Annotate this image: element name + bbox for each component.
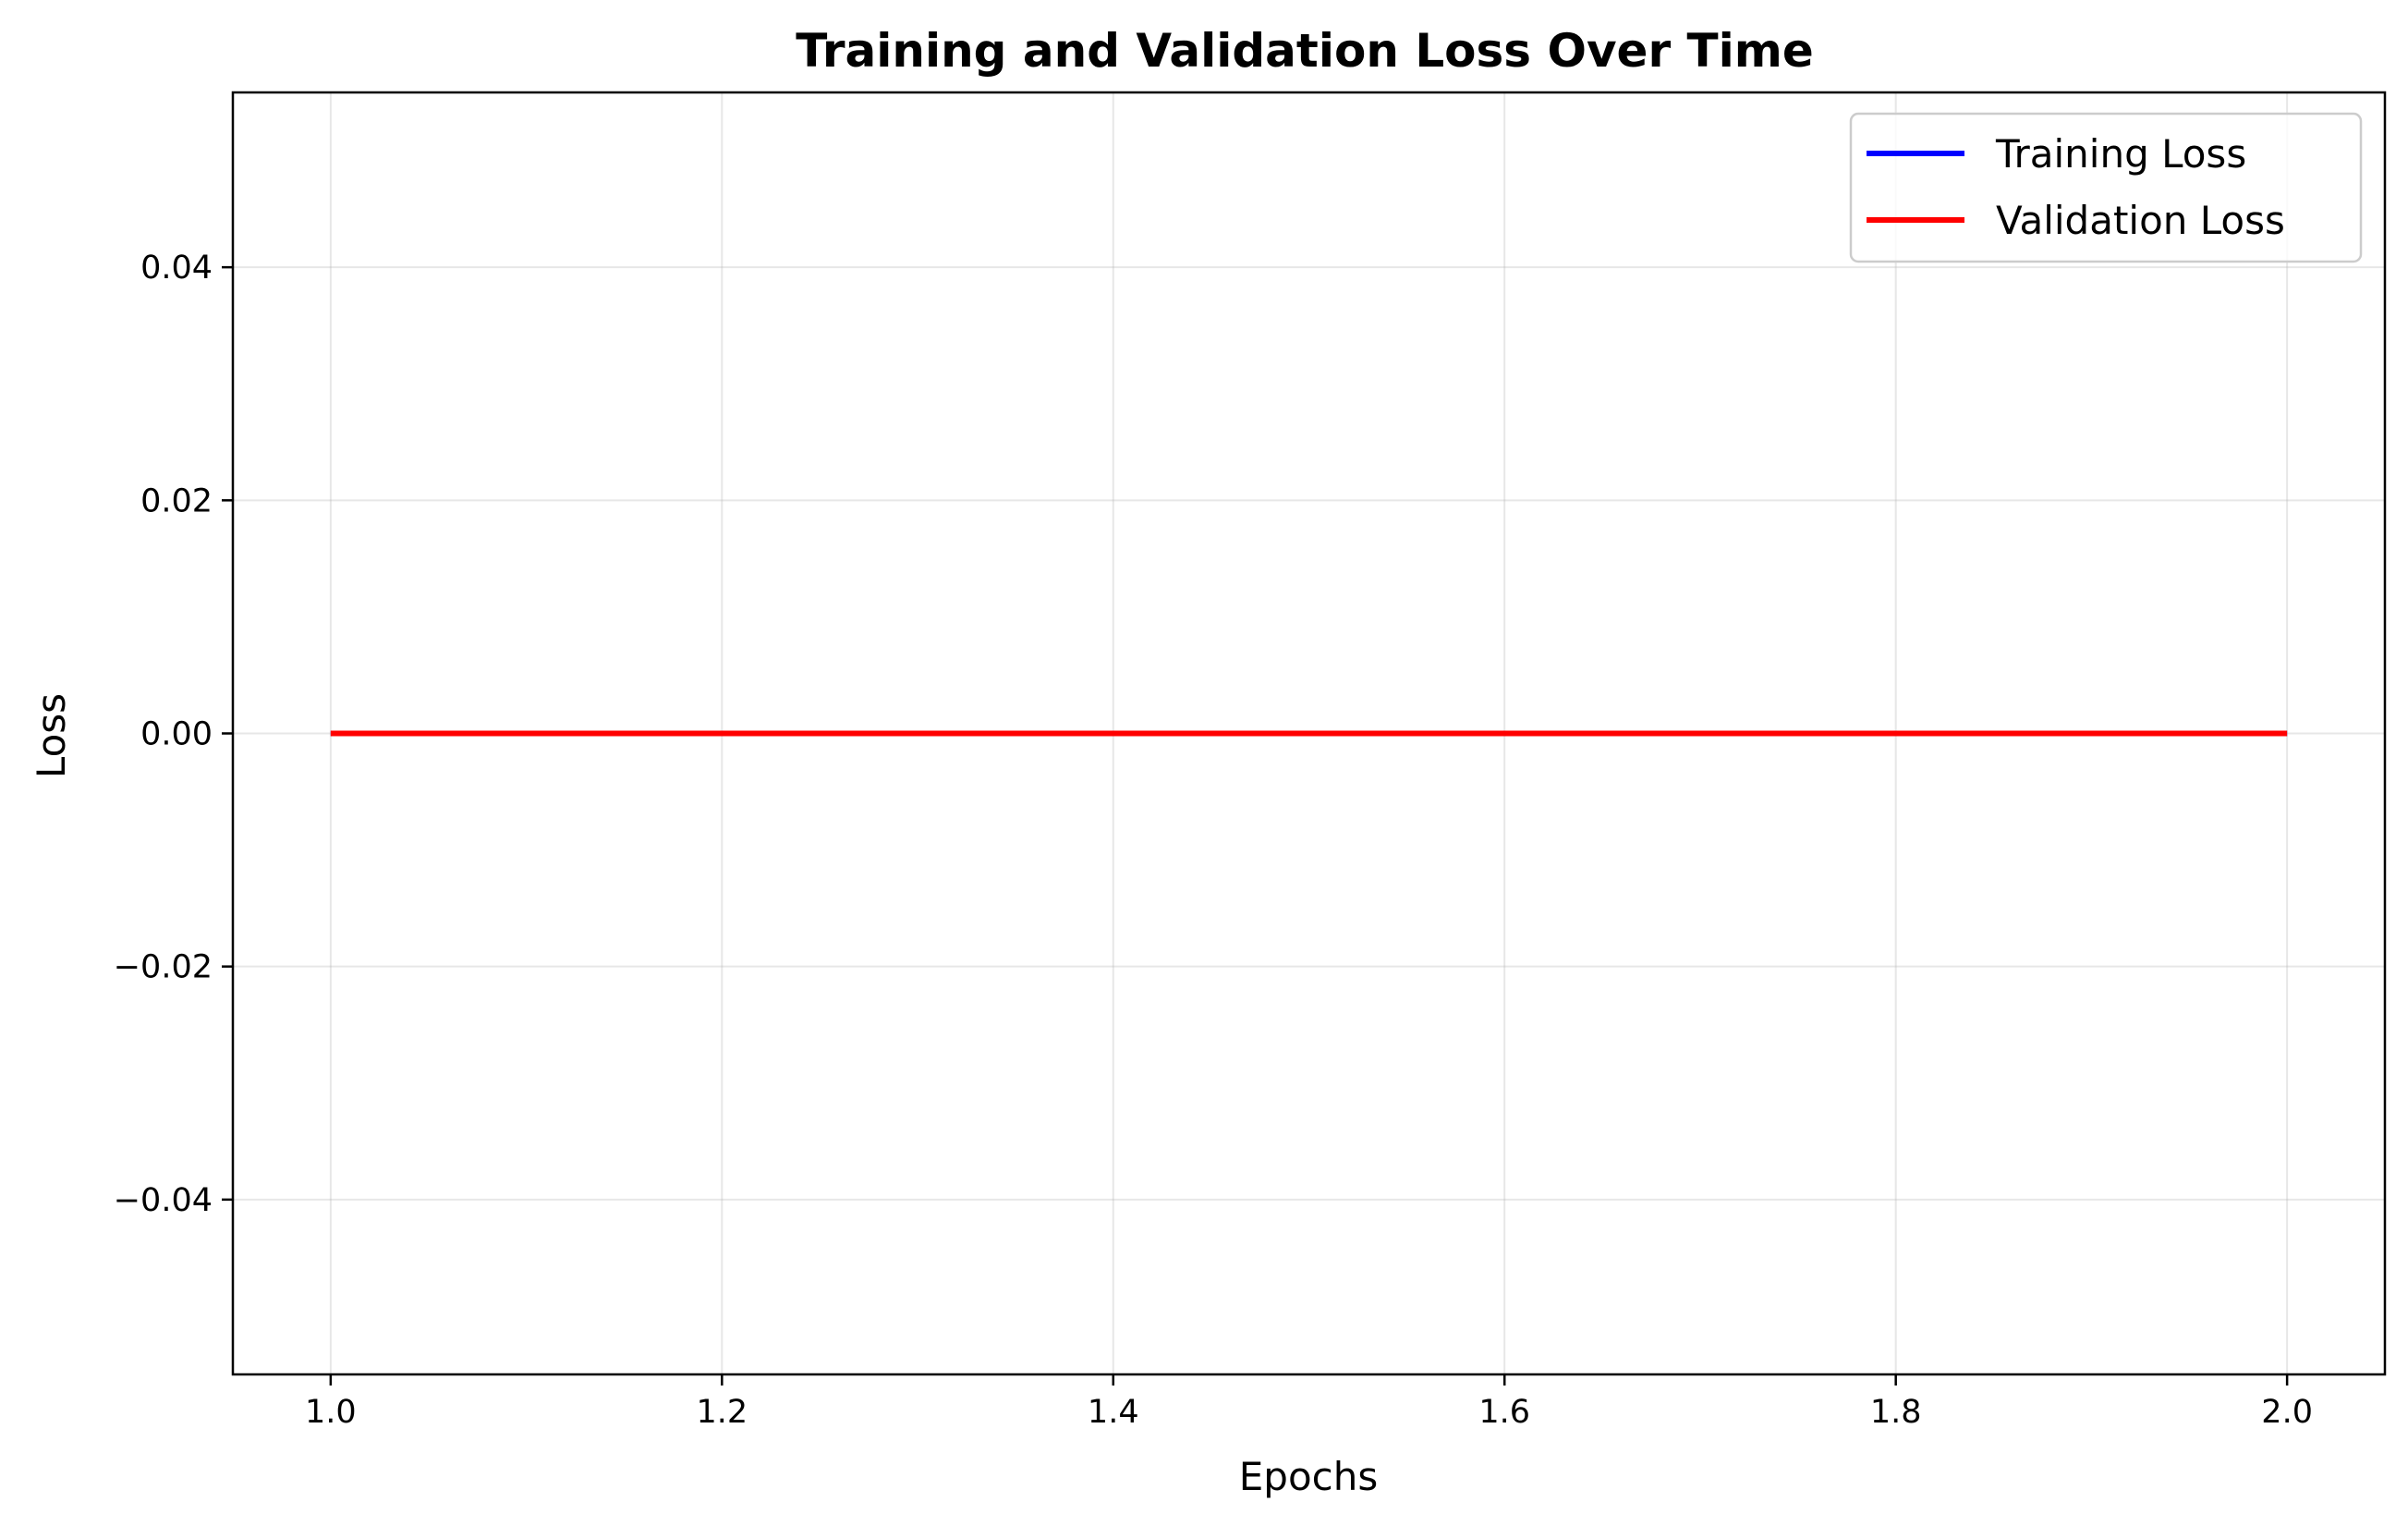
legend-box — [1849, 112, 2363, 263]
x-tick-label: 1.4 — [1088, 1394, 1139, 1431]
chart-title: Training and Validation Loss Over Time — [796, 24, 1814, 78]
y-tick-label: −0.04 — [114, 1182, 213, 1219]
y-tick-label: −0.02 — [114, 949, 213, 986]
x-tick-label: 1.0 — [305, 1394, 357, 1431]
x-axis-title: Epochs — [1239, 1454, 1379, 1499]
validation-loss-legend-label: Validation Loss — [1996, 198, 2285, 243]
x-tick-label: 1.8 — [1870, 1394, 1922, 1431]
y-tick-label: 0.04 — [140, 250, 213, 287]
y-tick-label: 0.02 — [140, 482, 213, 519]
training-loss-legend-label: Training Loss — [1995, 131, 2246, 177]
y-tick-label: 0.00 — [140, 716, 213, 753]
x-tick-label: 1.6 — [1478, 1394, 1530, 1431]
y-axis-title: Loss — [29, 693, 74, 778]
x-tick-label: 2.0 — [2261, 1394, 2313, 1431]
x-tick-label: 1.2 — [696, 1394, 748, 1431]
plot-area-frame — [231, 91, 2387, 1376]
legend: Training Loss Validation Loss — [1849, 112, 2363, 263]
axis-ticks: 1.0 1.2 1.4 1.6 1.8 2.0 −0.04 −0.02 0.00 0.02 0.04 — [114, 250, 2313, 1431]
legend-items: Training Loss Validation Loss — [1867, 131, 2285, 243]
